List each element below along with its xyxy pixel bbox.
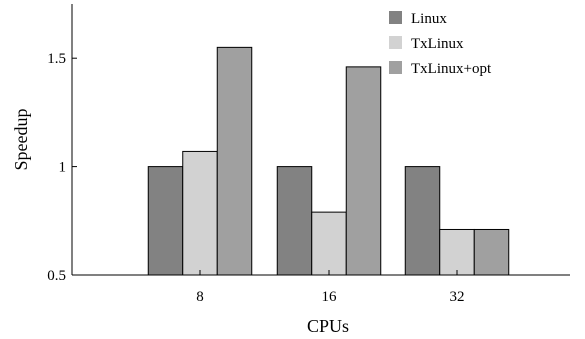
bar-txlinux-opt-8 xyxy=(216,46,253,276)
bar-txlinux-opt-32 xyxy=(473,228,510,276)
legend: Linux TxLinux TxLinux+opt xyxy=(389,11,492,77)
bar-linux-16 xyxy=(276,166,313,276)
x-tick-label: 8 xyxy=(196,289,204,305)
bar-linux-8 xyxy=(147,166,184,276)
y-tick-label: 1.5 xyxy=(47,51,66,67)
bar-linux-32 xyxy=(404,166,441,276)
y-tick-label: 1 xyxy=(59,160,67,176)
axes-group xyxy=(71,4,570,276)
bar-txlinux-32 xyxy=(439,228,475,276)
bars-group xyxy=(147,46,510,276)
y-axis-title: Speedup xyxy=(11,109,31,171)
y-ticks-group: 0.5 1 1.5 xyxy=(47,51,77,284)
legend-swatch xyxy=(389,36,402,49)
legend-label: TxLinux+opt xyxy=(411,61,492,77)
legend-label: TxLinux xyxy=(411,36,464,52)
legend-label: Linux xyxy=(411,11,447,27)
bar-txlinux-opt-16 xyxy=(345,66,382,276)
bar-txlinux-8 xyxy=(182,150,218,276)
x-tick-label: 16 xyxy=(322,289,338,305)
legend-swatch xyxy=(389,11,402,24)
y-tick-label: 0.5 xyxy=(47,268,66,284)
bar-txlinux-16 xyxy=(311,211,347,276)
legend-swatch xyxy=(389,61,402,74)
x-axis-title: CPUs xyxy=(307,316,349,336)
x-tick-label: 32 xyxy=(450,289,465,305)
x-ticks-group: 8 16 32 xyxy=(196,270,465,305)
